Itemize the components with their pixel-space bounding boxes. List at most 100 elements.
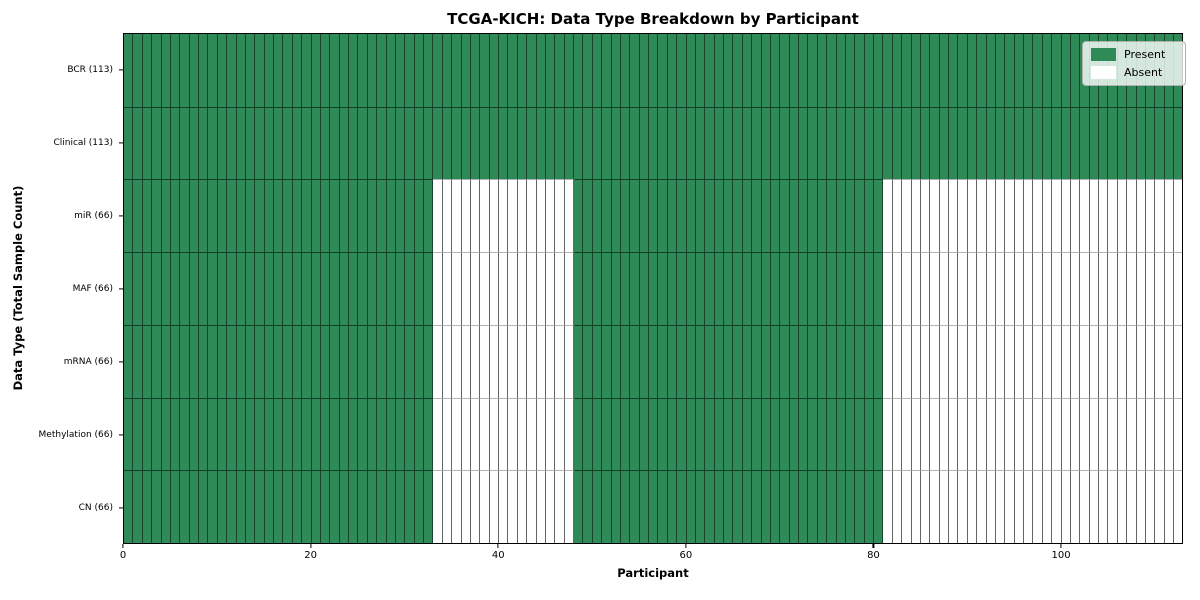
heatmap-cell xyxy=(283,324,293,398)
heatmap-cell xyxy=(592,470,603,544)
heatmap-cell xyxy=(892,179,903,253)
heatmap-cell xyxy=(883,252,893,325)
heatmap-cell xyxy=(508,397,518,471)
heatmap-cell xyxy=(780,252,790,325)
heatmap-cell xyxy=(442,397,453,471)
heatmap-cell xyxy=(133,324,143,398)
heatmap-cell xyxy=(1070,470,1081,544)
heatmap-cell xyxy=(152,106,162,180)
heatmap-cell xyxy=(1052,324,1062,398)
heatmap-cell xyxy=(930,397,940,471)
heatmap-cell xyxy=(217,106,228,180)
heatmap-cell xyxy=(1145,470,1156,544)
heatmap-cell xyxy=(386,470,396,544)
heatmap-cell xyxy=(1117,106,1128,180)
heatmap-cell xyxy=(545,34,556,107)
heatmap-cell xyxy=(1099,106,1109,180)
heatmap-cell xyxy=(1174,397,1183,471)
heatmap-cell xyxy=(977,34,987,107)
heatmap-cell xyxy=(789,179,799,253)
heatmap-cell xyxy=(180,179,190,253)
heatmap-cell xyxy=(424,106,434,180)
heatmap-cell xyxy=(227,179,237,253)
heatmap-cell xyxy=(592,179,603,253)
heatmap-cell xyxy=(1164,179,1174,253)
heatmap-grid xyxy=(123,33,1183,544)
heatmap-cell xyxy=(133,106,143,180)
heatmap-cell xyxy=(939,324,949,398)
heatmap-cell xyxy=(977,252,987,325)
heatmap-cell xyxy=(395,106,406,180)
heatmap-cell xyxy=(1145,179,1156,253)
heatmap-cell xyxy=(789,34,799,107)
heatmap-cell xyxy=(1117,397,1128,471)
heatmap-cell xyxy=(414,34,424,107)
heatmap-cell xyxy=(967,252,978,325)
heatmap-cell xyxy=(705,397,715,471)
heatmap-cell xyxy=(433,179,443,253)
heatmap-cell xyxy=(911,470,921,544)
heatmap-cell xyxy=(470,34,481,107)
heatmap-cell xyxy=(124,179,134,253)
heatmap-cell xyxy=(939,106,949,180)
heatmap-cell xyxy=(799,34,809,107)
heatmap-cell xyxy=(508,470,518,544)
heatmap-cell xyxy=(152,34,162,107)
heatmap-cell xyxy=(733,470,743,544)
heatmap-cell xyxy=(180,106,190,180)
heatmap-cell xyxy=(545,324,556,398)
heatmap-cell xyxy=(133,252,143,325)
heatmap-cell xyxy=(705,470,715,544)
heatmap-cell xyxy=(780,34,790,107)
heatmap-cell xyxy=(977,324,987,398)
heatmap-cell xyxy=(995,470,1006,544)
heatmap-cell xyxy=(1127,470,1137,544)
heatmap-cell xyxy=(1061,324,1071,398)
x-tick-mark xyxy=(872,544,875,548)
heatmap-cell xyxy=(236,324,246,398)
heatmap-cell xyxy=(770,470,781,544)
heatmap-cell xyxy=(461,106,471,180)
heatmap-cell xyxy=(827,34,837,107)
x-tick-label: 60 xyxy=(679,550,693,561)
heatmap-cell xyxy=(424,34,434,107)
heatmap-cell xyxy=(920,470,931,544)
heatmap-cell xyxy=(855,470,865,544)
heatmap-cell xyxy=(236,34,246,107)
heatmap-cell xyxy=(499,324,509,398)
heatmap-cell xyxy=(574,106,584,180)
heatmap-cell xyxy=(311,470,321,544)
heatmap-cell xyxy=(545,179,556,253)
heatmap-cell xyxy=(442,324,453,398)
heatmap-cell xyxy=(255,470,265,544)
heatmap-cell xyxy=(630,179,640,253)
heatmap-cell xyxy=(161,324,171,398)
heatmap-cell xyxy=(920,34,931,107)
heatmap-cell xyxy=(358,252,368,325)
heatmap-cell xyxy=(227,324,237,398)
heatmap-cell xyxy=(274,252,284,325)
heatmap-cell xyxy=(302,324,312,398)
heatmap-cell xyxy=(161,397,171,471)
heatmap-cell xyxy=(977,470,987,544)
heatmap-cell xyxy=(855,106,865,180)
heatmap-cell xyxy=(949,106,959,180)
heatmap-cell xyxy=(883,397,893,471)
heatmap-cell xyxy=(808,34,818,107)
heatmap-cell xyxy=(1174,324,1183,398)
heatmap-cell xyxy=(255,106,265,180)
heatmap-cell xyxy=(902,397,912,471)
heatmap-cell xyxy=(1108,324,1118,398)
heatmap-cell xyxy=(1155,106,1165,180)
heatmap-cell xyxy=(639,252,649,325)
heatmap-cell xyxy=(480,252,490,325)
heatmap-cell xyxy=(170,34,181,107)
heatmap-cell xyxy=(1005,252,1015,325)
heatmap-cell xyxy=(189,324,199,398)
heatmap-cell xyxy=(649,397,659,471)
y-tick-mark xyxy=(119,214,123,217)
heatmap-cell xyxy=(161,106,171,180)
heatmap-cell xyxy=(1014,34,1024,107)
heatmap-cell xyxy=(470,106,481,180)
heatmap-cell xyxy=(367,324,378,398)
